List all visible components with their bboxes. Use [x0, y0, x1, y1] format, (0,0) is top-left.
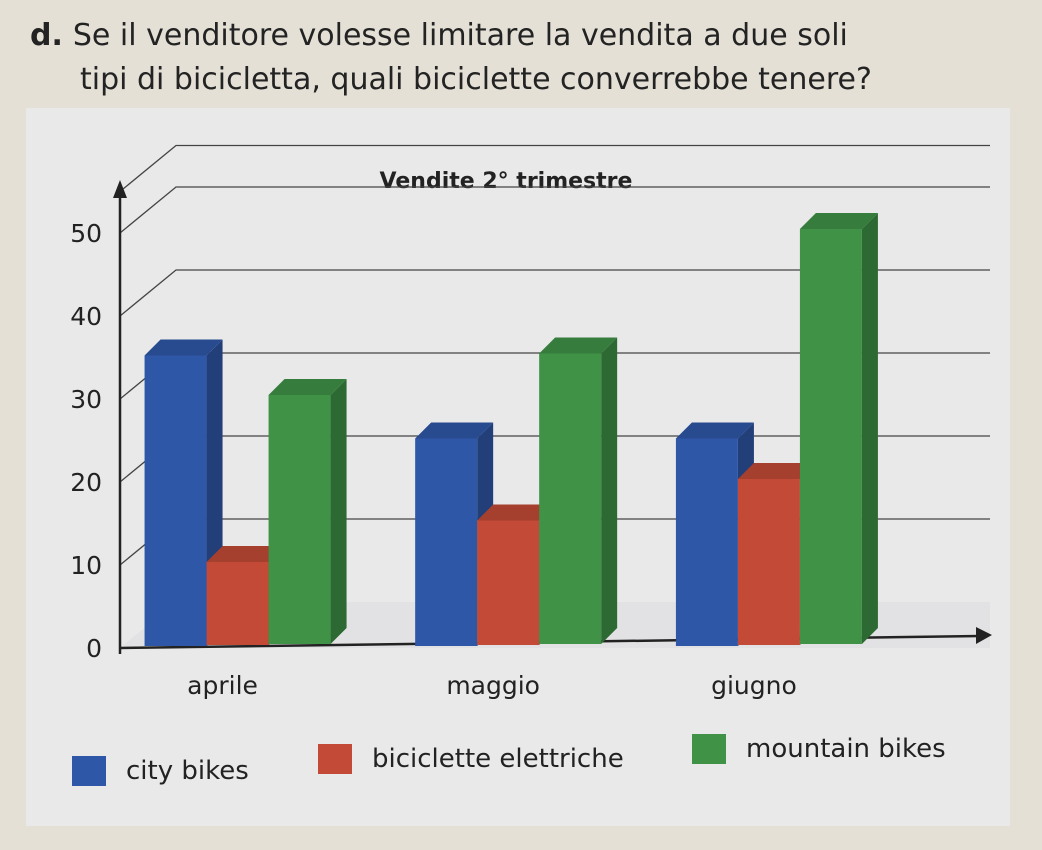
chart-title: Vendite 2° trimestre	[380, 169, 633, 194]
gridline-40	[119, 269, 990, 317]
y-tick-label-10: 10	[70, 551, 102, 580]
bar-top	[799, 213, 878, 229]
legend-swatch	[318, 744, 352, 774]
x-tick-label-aprile: aprile	[187, 671, 258, 700]
bar-biciclette-elettriche-aprile	[206, 562, 269, 645]
bar-city-bikes-aprile	[144, 355, 207, 646]
bar-biciclette-elettriche-giugno	[737, 479, 800, 645]
chart-card: Vendite 2° trimestre 0 10 20 30 40 50 aprile mag…	[26, 108, 1010, 826]
bar-top	[415, 422, 494, 439]
y-tick-label-0: 0	[86, 634, 102, 663]
legend-item: biciclette elettriche	[318, 744, 624, 774]
bar-chart: Vendite 2° trimestre 0 10 20 30 40 50 aprile mag…	[70, 144, 992, 700]
legend-label: mountain bikes	[746, 734, 946, 764]
bar-top	[268, 379, 347, 395]
bar-side	[601, 337, 618, 644]
gridline-top	[119, 144, 990, 193]
legend-item: mountain bikes	[692, 734, 946, 764]
legend-label: biciclette elettriche	[372, 744, 624, 774]
bar-top	[206, 546, 285, 562]
bar-side	[330, 379, 347, 644]
bar-top	[539, 337, 618, 354]
y-tick-label-20: 20	[70, 468, 102, 497]
legend-label: city bikes	[126, 756, 249, 786]
y-axis-arrow	[113, 180, 127, 198]
bar-top	[477, 504, 556, 521]
question-line-2: tipi di bicicletta, quali biciclette con…	[80, 62, 872, 97]
bar-biciclette-elettriche-maggio	[477, 520, 540, 645]
gridline-50	[119, 186, 990, 234]
bar-side	[861, 213, 878, 644]
x-tick-label-giugno: giugno	[711, 671, 797, 700]
y-tick-label-30: 30	[70, 385, 102, 414]
legend-item: city bikes	[72, 756, 249, 786]
bar-top	[675, 422, 754, 439]
question-line-1: Se il venditore volesse limitare la vend…	[72, 18, 848, 53]
bar-mountain-bikes-giugno	[799, 229, 862, 644]
question-letter: d.	[30, 18, 63, 53]
legend-swatch	[72, 756, 106, 786]
y-tick-label-50: 50	[70, 219, 102, 248]
legend-swatch	[692, 734, 726, 764]
x-tick-label-maggio: maggio	[446, 671, 540, 700]
bar-mountain-bikes-maggio	[539, 353, 602, 644]
bar-top	[144, 339, 223, 356]
x-axis-arrow	[976, 627, 992, 644]
y-tick-label-40: 40	[70, 302, 102, 331]
bar-city-bikes-maggio	[415, 438, 478, 646]
bar-mountain-bikes-aprile	[268, 395, 331, 644]
question: d. Se il venditore volesse limitare la ve…	[30, 14, 1020, 102]
bar-top	[737, 463, 816, 479]
bar-city-bikes-giugno	[675, 438, 738, 646]
